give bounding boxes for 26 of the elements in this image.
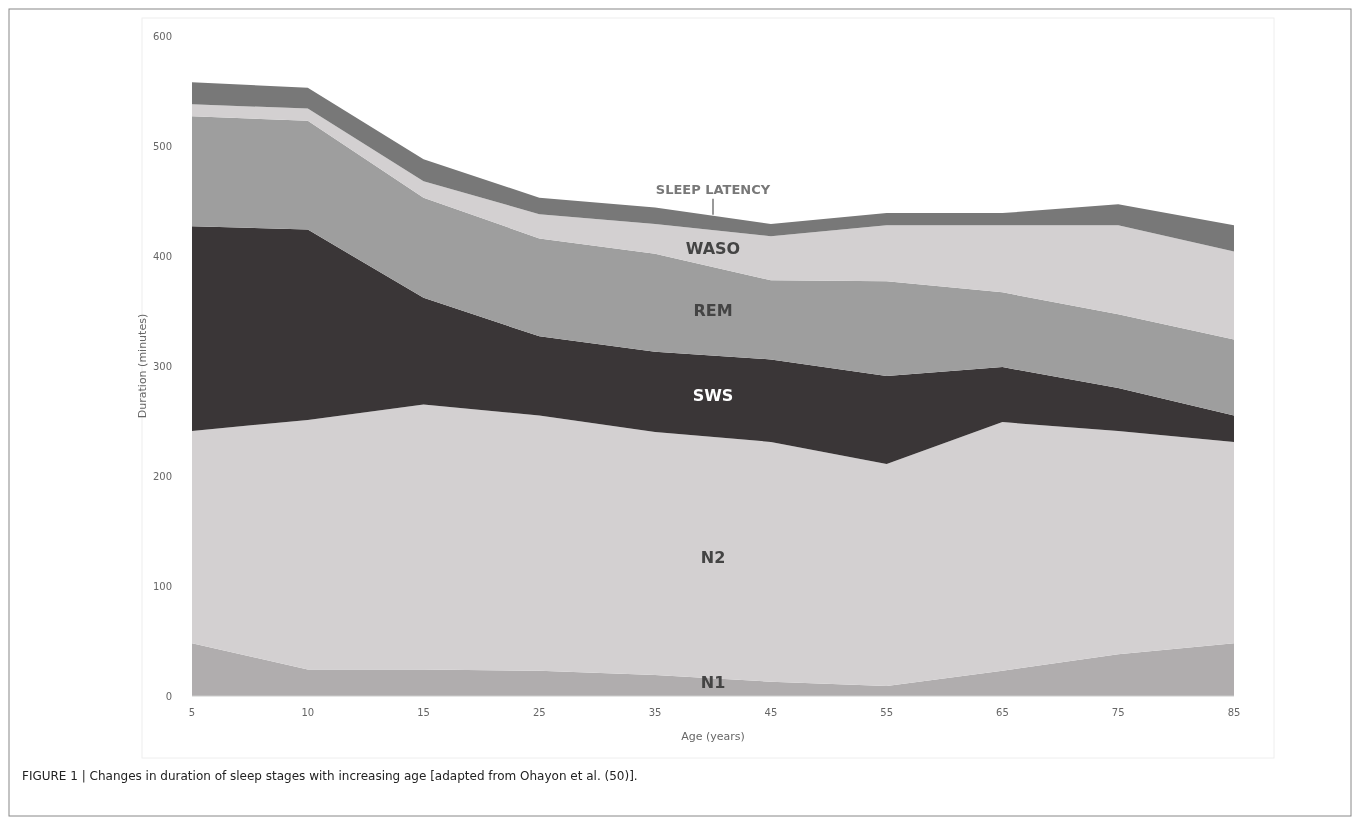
y-tick-label: 600: [152, 30, 172, 42]
y-tick-label: 200: [152, 470, 172, 482]
x-axis-title: Age (years): [681, 730, 745, 743]
x-tick-label: 45: [764, 707, 778, 718]
y-tick-label: 300: [152, 360, 172, 372]
series-label: N2: [700, 547, 726, 567]
x-tick-label: 10: [301, 707, 315, 718]
y-tick-label: 500: [152, 140, 172, 152]
y-tick-label: 400: [152, 250, 172, 262]
y-tick-label: 0: [165, 690, 172, 702]
x-tick-label: 5: [188, 707, 196, 718]
x-tick-label: 35: [648, 707, 662, 718]
caption: FIGURE 1 | Changes in duration of sleep stages with increasing age [adapted from Ohayon et al. (50)].: [22, 769, 638, 783]
series-label: REM: [693, 301, 733, 321]
x-tick-label: 55: [880, 707, 894, 718]
x-tick-label: 15: [417, 707, 430, 718]
x-tick-label: 25: [532, 707, 546, 718]
series-label: SWS: [692, 386, 734, 406]
y-axis-title: Duration (minutes): [136, 313, 149, 419]
series-label: N1: [700, 673, 726, 692]
series-label: SLEEP LATENCY: [655, 181, 771, 197]
x-tick-label: 65: [996, 707, 1009, 718]
x-tick-label: 75: [1111, 707, 1125, 718]
x-tick-label: 85: [1227, 707, 1241, 718]
series-label: WASO: [685, 238, 741, 258]
y-tick-label: 100: [152, 580, 172, 592]
